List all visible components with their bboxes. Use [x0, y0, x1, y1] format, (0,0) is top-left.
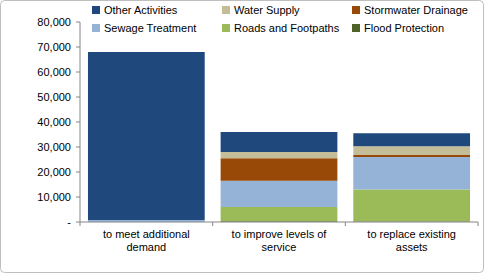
y-tick-label: 10,000 — [37, 191, 71, 203]
y-tick — [76, 22, 80, 23]
y-tick-label: 80,000 — [37, 16, 71, 28]
legend-swatch — [92, 6, 100, 14]
y-tick-label: 30,000 — [37, 141, 71, 153]
x-tick — [345, 222, 346, 226]
chart: - 10,000 20,000 30,000 40,000 50,000 60,000 70,… — [0, 0, 484, 273]
y-tick-label: 50,000 — [37, 91, 71, 103]
bar-segment — [353, 133, 470, 146]
legend-label: Water Supply — [234, 4, 300, 16]
x-tick — [80, 222, 81, 226]
bar-segment — [353, 157, 470, 190]
bar-segment — [221, 132, 338, 152]
legend-label: Sewage Treatment — [104, 22, 196, 34]
x-axis-line — [80, 222, 478, 223]
legend-label: Other Activities — [104, 4, 178, 16]
y-tick — [76, 197, 80, 198]
bar-segment — [221, 158, 338, 181]
bar-segment — [221, 181, 338, 207]
bar-segment — [353, 146, 470, 155]
y-tick — [76, 172, 80, 173]
y-tick-label: - — [67, 216, 71, 228]
y-tick-label: 40,000 — [37, 116, 71, 128]
y-tick — [76, 147, 80, 148]
bar-segment — [221, 207, 338, 221]
x-tick-label-line: to replace existing — [367, 228, 456, 240]
bar-segment — [353, 190, 470, 222]
y-tick — [76, 72, 80, 73]
y-tick-label: 20,000 — [37, 166, 71, 178]
x-tick-label-line: assets — [396, 241, 428, 253]
x-tick — [478, 222, 479, 226]
legend-swatch — [352, 6, 360, 14]
chart-border — [1, 1, 484, 273]
x-tick-label-line: demand — [126, 241, 166, 253]
y-tick-label: 70,000 — [37, 41, 71, 53]
y-tick — [76, 47, 80, 48]
legend-swatch — [222, 24, 230, 32]
legend-label: Roads and Footpaths — [234, 22, 340, 34]
bar-segment — [221, 152, 338, 158]
x-tick-label-line: to improve levels of — [232, 228, 328, 240]
legend-swatch — [92, 24, 100, 32]
legend-label: Flood Protection — [364, 22, 444, 34]
legend-swatch — [352, 24, 360, 32]
legend-label: Stormwater Drainage — [364, 4, 468, 16]
y-tick — [76, 97, 80, 98]
y-tick — [76, 222, 80, 223]
x-tick-label: to improve levels ofservice — [232, 228, 328, 253]
x-tick — [212, 222, 213, 226]
legend-swatch — [222, 6, 230, 14]
x-tick-label: to meet additionaldemand — [103, 228, 190, 253]
x-tick-label: to replace existingassets — [367, 228, 456, 253]
y-tick-label: 60,000 — [37, 66, 71, 78]
y-tick — [76, 122, 80, 123]
bar-segment — [353, 155, 470, 157]
bars — [88, 52, 470, 222]
x-tick-label-line: service — [262, 241, 297, 253]
bar-segment — [88, 52, 205, 220]
x-tick-label-line: to meet additional — [103, 228, 190, 240]
